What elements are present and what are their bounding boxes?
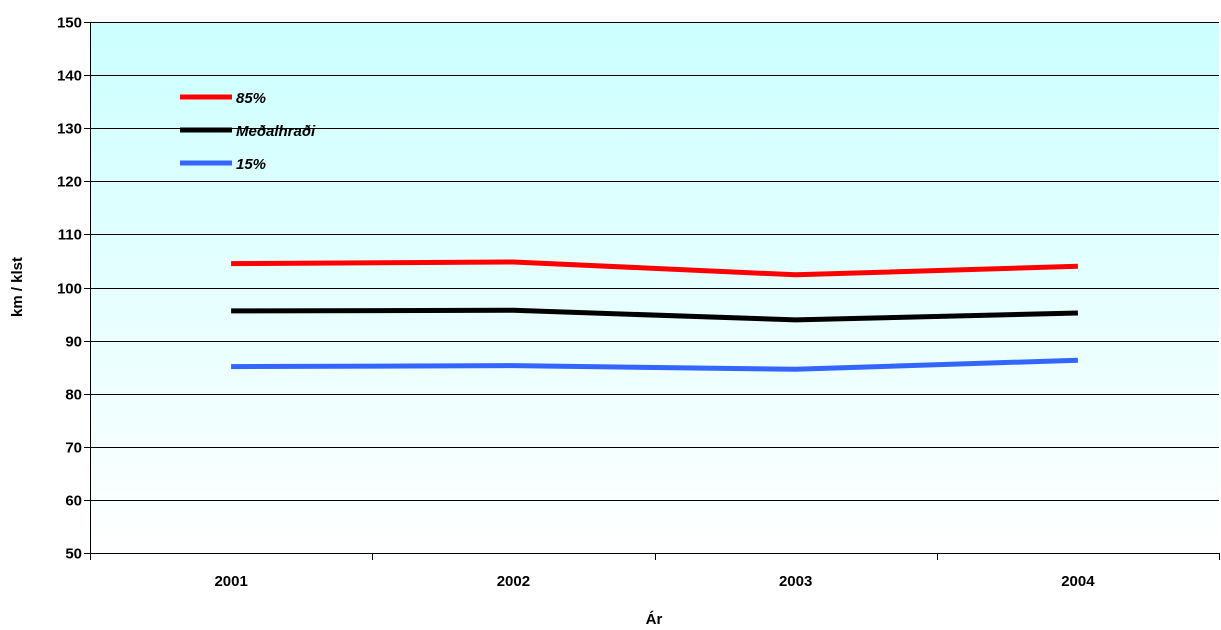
y-tick-label: 110: [58, 227, 82, 244]
series-line-2: [231, 357, 1078, 372]
x-tick-label: 2004: [1061, 573, 1095, 590]
legend-label: Meðalhraði: [236, 123, 316, 140]
series-lines: [231, 259, 1078, 372]
x-tick-label: 2003: [779, 573, 812, 590]
y-tick-label: 140: [57, 68, 82, 85]
series-line-0: [231, 259, 1078, 278]
x-tick-label: 2002: [497, 573, 530, 590]
y-tick-label: 150: [57, 15, 82, 32]
grid-lines: [90, 22, 1219, 501]
y-tick-label: 120: [57, 174, 82, 191]
series-line-1: [231, 307, 1078, 323]
legend: 85% Meðalhraði 15%: [180, 90, 316, 173]
y-axis-title: km / klst: [9, 257, 26, 317]
legend-label: 85%: [236, 90, 266, 107]
axes: 50 60 70 80 90 100 110 120 130 140 150 2001 2002 2003…: [57, 15, 1220, 590]
y-tick-label: 80: [65, 387, 82, 404]
y-tick-label: 70: [65, 440, 82, 457]
legend-label: 15%: [236, 156, 266, 173]
y-tick-label: 130: [57, 121, 82, 138]
x-tick-label: 2001: [214, 573, 247, 590]
x-axis-title: Ár: [646, 611, 663, 628]
plot-area: [90, 22, 1219, 553]
y-tick-label: 90: [65, 334, 82, 351]
y-tick-label: 60: [65, 493, 82, 510]
y-tick-label: 100: [57, 281, 82, 298]
y-tick-label: 50: [65, 546, 82, 563]
